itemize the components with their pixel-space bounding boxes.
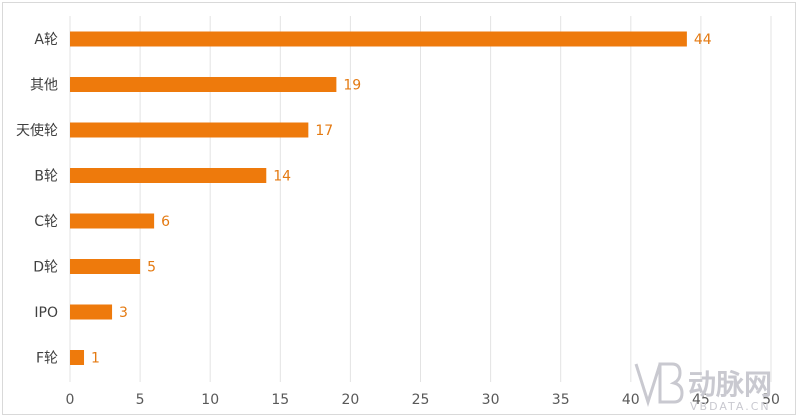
data-label: 19 [343, 78, 361, 94]
x-tick-label: 45 [692, 392, 710, 408]
data-label: 6 [161, 214, 170, 230]
bar [70, 350, 85, 365]
bar [70, 168, 267, 183]
gridlines [69, 16, 772, 382]
category-label: D轮 [33, 260, 58, 276]
category-label: B轮 [34, 169, 58, 185]
category-label: 天使轮 [16, 122, 58, 139]
category-label: 其他 [30, 78, 58, 94]
x-tick-label: 0 [66, 392, 75, 408]
category-label: F轮 [36, 351, 58, 367]
bar [70, 213, 155, 229]
bar [70, 304, 113, 320]
x-tick-label: 40 [622, 392, 640, 408]
watermark-brand-en: VBDATA.CN [690, 400, 771, 413]
bar [70, 259, 141, 274]
vbdata-watermark-logo: 动脉网 VBDATA.CN [634, 362, 772, 413]
data-label: 14 [273, 169, 291, 185]
bars [70, 31, 687, 365]
bar [70, 77, 337, 92]
category-label: C轮 [34, 214, 58, 230]
chart-frame [2, 2, 796, 415]
value-labels: 44 19 17 14 6 5 3 1 [91, 32, 712, 367]
data-label: 1 [91, 351, 100, 367]
x-tick-label: 10 [201, 392, 219, 408]
x-tick-label: 25 [412, 392, 430, 408]
x-tick-label: 15 [271, 392, 289, 408]
data-label: 5 [147, 260, 156, 276]
watermark-brand-cn: 动脉网 [688, 368, 772, 401]
x-tick-labels: 0 5 10 15 20 25 30 35 40 45 50 [66, 392, 780, 408]
bar [70, 31, 687, 47]
category-label: A轮 [34, 32, 58, 48]
data-label: 17 [315, 123, 333, 139]
vb-logo-icon [634, 362, 684, 407]
data-label: 3 [119, 305, 128, 321]
bar [70, 122, 309, 138]
category-label: IPO [34, 305, 58, 321]
x-tick-label: 30 [482, 392, 500, 408]
data-label: 44 [694, 32, 712, 48]
x-tick-label: 20 [341, 392, 359, 408]
x-tick-label: 5 [136, 392, 145, 408]
x-tick-label: 35 [552, 392, 570, 408]
x-tick-label: 50 [762, 392, 780, 408]
